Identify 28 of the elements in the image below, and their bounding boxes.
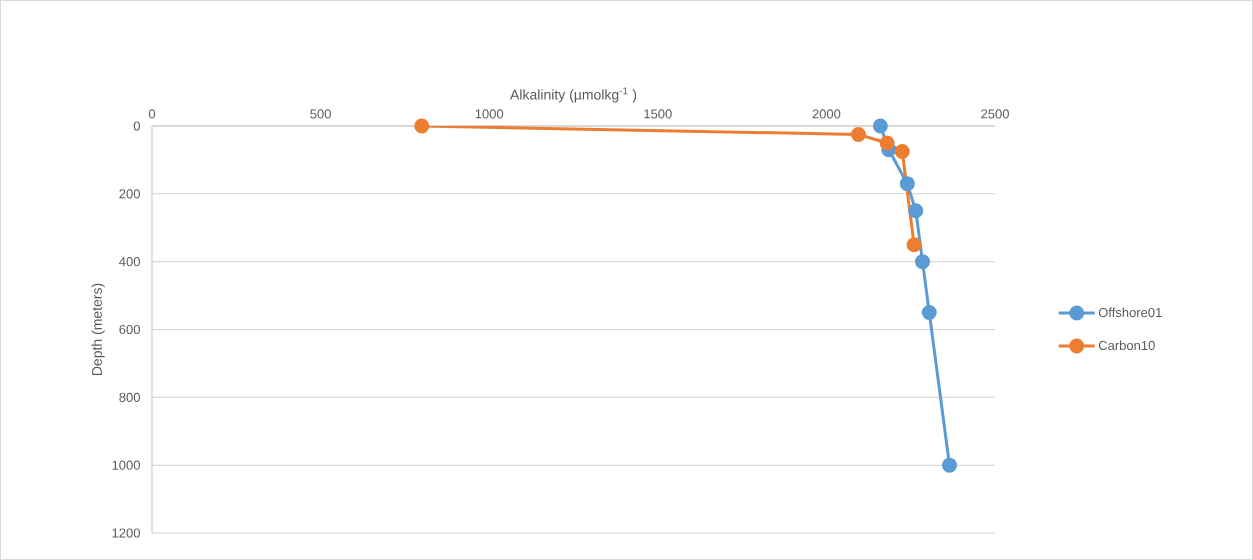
point <box>894 143 910 159</box>
x-tick-label: 1500 <box>644 109 672 119</box>
point <box>915 254 931 270</box>
point <box>921 305 937 321</box>
point <box>899 176 915 192</box>
y-axis-title: Depth (meters) <box>91 283 105 376</box>
y-tick-label: 0 <box>133 121 140 131</box>
y-tick-label: 600 <box>119 324 140 335</box>
y-tick-label: 1200 <box>112 528 140 538</box>
x-tick-label: 500 <box>310 109 331 119</box>
point <box>941 457 957 473</box>
x-tick-label: 1000 <box>475 109 504 119</box>
legend-label: Carbon10 <box>1098 340 1155 351</box>
y-tick-label: 400 <box>119 257 140 267</box>
y-tick-label: 1000 <box>112 460 140 470</box>
x-axis-title: Alkalinity (µmolkg$^{-1}$ ) <box>510 87 637 103</box>
y-tick-label: 800 <box>119 392 140 402</box>
legend-label: Offshore01 <box>1098 307 1162 318</box>
y-tick-label: 200 <box>119 189 140 199</box>
x-tick-label: 0 <box>148 109 156 119</box>
point <box>850 126 866 142</box>
point <box>879 135 895 151</box>
x-tick-label: 2500 <box>981 109 1009 119</box>
x-tick-label: 2000 <box>812 109 841 119</box>
point <box>908 203 924 219</box>
point <box>872 118 888 134</box>
point <box>906 237 922 253</box>
point <box>414 118 430 134</box>
